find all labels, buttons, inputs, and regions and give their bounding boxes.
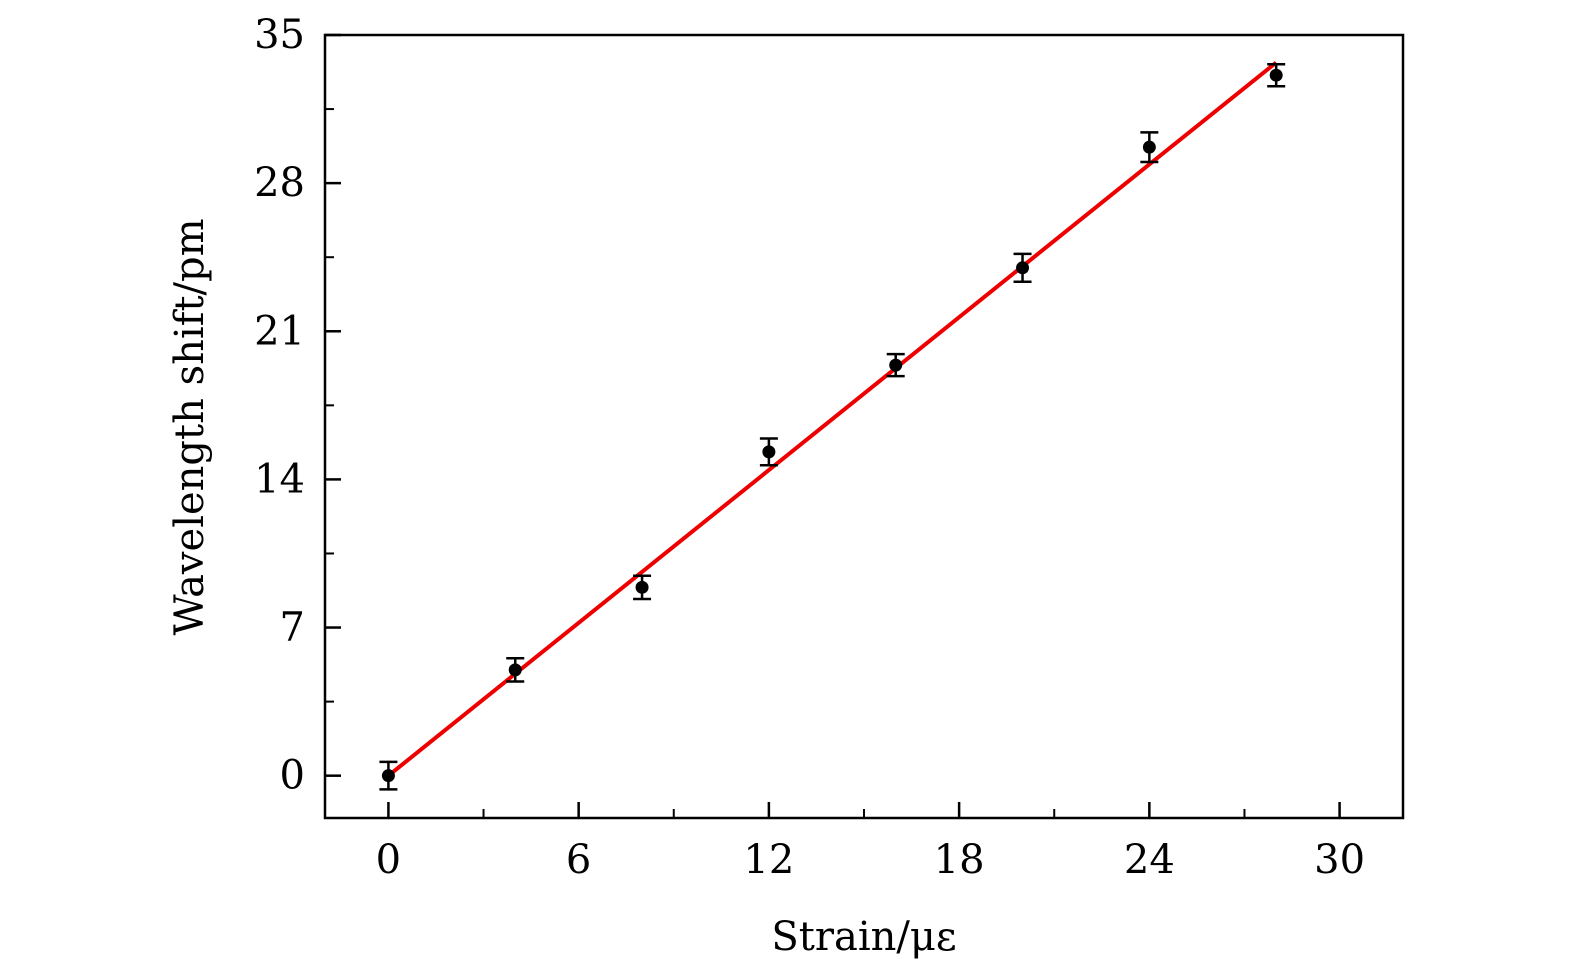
x-tick-label: 6 xyxy=(566,837,591,883)
data-point-group xyxy=(1267,62,1286,88)
x-tick-label: 12 xyxy=(743,837,794,883)
data-point-group xyxy=(506,656,525,683)
data-point-group xyxy=(379,760,398,791)
y-tick-label: 0 xyxy=(280,753,305,799)
data-point xyxy=(635,580,649,594)
y-tick-label: 14 xyxy=(254,456,305,502)
x-tick-label: 24 xyxy=(1124,837,1175,883)
plot-frame xyxy=(323,33,1405,820)
data-point xyxy=(1016,261,1030,275)
data-point xyxy=(381,769,395,783)
data-point xyxy=(762,445,776,459)
y-axis-label: Wavelength shift/pm xyxy=(167,218,213,635)
data-point xyxy=(1142,140,1156,154)
x-tick-label: 18 xyxy=(934,837,985,883)
data-point-group xyxy=(633,574,652,601)
data-point-group xyxy=(1013,252,1032,284)
data-point-group xyxy=(759,437,778,467)
data-point-group xyxy=(886,352,905,378)
y-tick-label: 35 xyxy=(254,12,305,58)
data-point-group xyxy=(1140,131,1159,164)
data-point xyxy=(508,663,522,677)
x-tick-label: 0 xyxy=(376,837,401,883)
data-point xyxy=(889,358,903,372)
x-tick-label: 30 xyxy=(1314,837,1365,883)
y-tick-label: 7 xyxy=(280,605,305,651)
data-point xyxy=(1269,68,1283,82)
y-tick-label: 21 xyxy=(254,308,305,354)
y-tick-label: 28 xyxy=(254,160,305,206)
fit-line xyxy=(387,60,1278,778)
x-axis-label: Strain/με xyxy=(771,914,956,960)
